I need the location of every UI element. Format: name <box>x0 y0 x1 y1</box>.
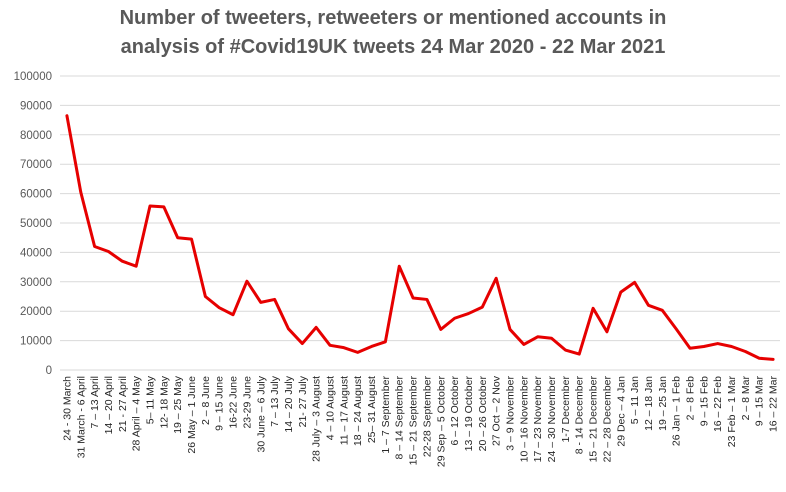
x-tick-label-31: 27 Oct – 2 Nov <box>491 375 503 446</box>
x-tick-label-10: 2 – 8 June <box>200 376 212 425</box>
x-tick-label-28: 6 – 12 October <box>449 376 461 446</box>
x-tick-label-35: 24 – 30 November <box>546 376 558 463</box>
gridlines <box>60 75 780 371</box>
y-tick-label-60000: 60000 <box>20 189 52 201</box>
x-tick-label-20: 11 – 17 August <box>338 376 350 445</box>
chart-title-line-2: analysis of #Covid19UK tweets 24 Mar 202… <box>120 36 666 58</box>
x-tick-label-4: 21 - 27 April <box>117 376 129 432</box>
y-tick-label-70000: 70000 <box>20 159 52 171</box>
x-tick-label-5: 28 April – 4 May <box>131 375 143 451</box>
x-tick-label-45: 2 – 8 Feb <box>685 376 697 421</box>
x-tick-label-34: 17 – 23 November <box>532 376 544 463</box>
x-axis-tick-labels: 24 - 30 March 31 March - 6 April 7 – 13 Ap… <box>61 375 779 467</box>
x-tick-label-13: 23-29 June <box>241 376 253 429</box>
x-tick-label-51: 16 – 22 Mar <box>768 376 780 433</box>
x-tick-label-44: 26 Jan – 1 Feb <box>671 376 683 446</box>
x-tick-label-49: 2 – 8 Mar <box>740 376 752 421</box>
x-tick-label-37: 8 - 14 December <box>574 375 586 454</box>
x-tick-label-26: 22-28 September <box>421 376 433 458</box>
chart-title-line-1: Number of tweeters, retweeters or mentio… <box>119 7 667 29</box>
x-tick-label-22: 25– 31 August <box>366 376 378 443</box>
y-tick-label-80000: 80000 <box>20 130 52 142</box>
x-tick-label-2: 7 – 13 April <box>89 376 101 429</box>
x-tick-label-36: 1-7 December <box>560 376 572 443</box>
y-tick-label-50000: 50000 <box>20 218 52 230</box>
y-tick-label-20000: 20000 <box>20 306 52 318</box>
x-tick-label-42: 12 – 18 Jan <box>643 376 655 431</box>
x-tick-label-3: 14 – 20 April <box>103 376 115 434</box>
series-line-0 <box>65 114 775 361</box>
y-tick-label-0: 0 <box>46 365 52 377</box>
x-tick-label-23: 1 – 7 September <box>380 376 392 454</box>
y-tick-label-40000: 40000 <box>20 247 52 259</box>
x-tick-label-7: 12- 18 May <box>158 375 170 428</box>
x-tick-label-11: 9 – 15 June <box>214 376 226 431</box>
y-axis-tick-labels: 0 10000 20000 30000 40000 50000 60000 70000 8000… <box>14 71 52 377</box>
x-tick-label-40: 29 Dec – 4 Jan <box>615 376 627 447</box>
series-layer <box>65 114 775 361</box>
x-tick-label-50: 9 – 15 Mar <box>754 376 766 427</box>
x-tick-label-47: 16 – 22 Feb <box>712 376 724 432</box>
x-tick-label-0: 24 - 30 March <box>61 376 73 441</box>
x-tick-label-6: 5– 11 May <box>145 375 157 424</box>
x-tick-label-21: 18 – 24 August <box>352 376 364 446</box>
x-tick-label-27: 29 Sep – 5 October <box>435 375 447 467</box>
x-tick-label-18: 28 July – 3 August <box>311 376 323 462</box>
x-tick-label-46: 9 – 15 Feb <box>698 376 710 426</box>
y-tick-label-100000: 100000 <box>14 71 52 83</box>
x-tick-label-33: 10 – 16 November <box>518 376 530 463</box>
x-tick-label-9: 26 May – 1 June <box>186 376 198 454</box>
x-tick-label-39: 22 – 28 December <box>601 376 613 463</box>
x-tick-label-38: 15 – 21 December <box>588 376 600 463</box>
x-tick-label-12: 16-22 June <box>228 376 240 429</box>
x-tick-label-32: 3 – 9 November <box>505 376 517 451</box>
x-tick-label-8: 19 – 25 May <box>172 375 184 434</box>
x-tick-label-48: 23 Feb – 1 Mar <box>726 375 738 447</box>
y-tick-label-10000: 10000 <box>20 336 52 348</box>
x-tick-label-19: 4 – 10 August <box>325 376 337 440</box>
x-tick-label-25: 15 – 21 September <box>408 375 420 465</box>
x-tick-label-29: 13 – 19 October <box>463 376 475 452</box>
x-tick-label-15: 7 – 13 July <box>269 375 281 427</box>
x-tick-label-14: 30 June – 6 July <box>255 375 267 452</box>
x-tick-label-24: 8 – 14 September <box>394 376 406 460</box>
x-tick-label-16: 14 – 20 July <box>283 375 295 432</box>
x-tick-label-43: 19 – 25 Jan <box>657 376 669 431</box>
y-tick-label-30000: 30000 <box>20 277 52 289</box>
x-tick-label-1: 31 March - 6 April <box>75 376 87 458</box>
x-tick-label-41: 5 – 11 Jan <box>629 376 641 424</box>
chart-title: Number of tweeters, retweeters or mentio… <box>0 4 786 62</box>
x-tick-label-17: 21- 27 July <box>297 375 309 427</box>
x-tick-label-30: 20 – 26 October <box>477 376 489 452</box>
y-tick-label-90000: 90000 <box>20 100 52 112</box>
